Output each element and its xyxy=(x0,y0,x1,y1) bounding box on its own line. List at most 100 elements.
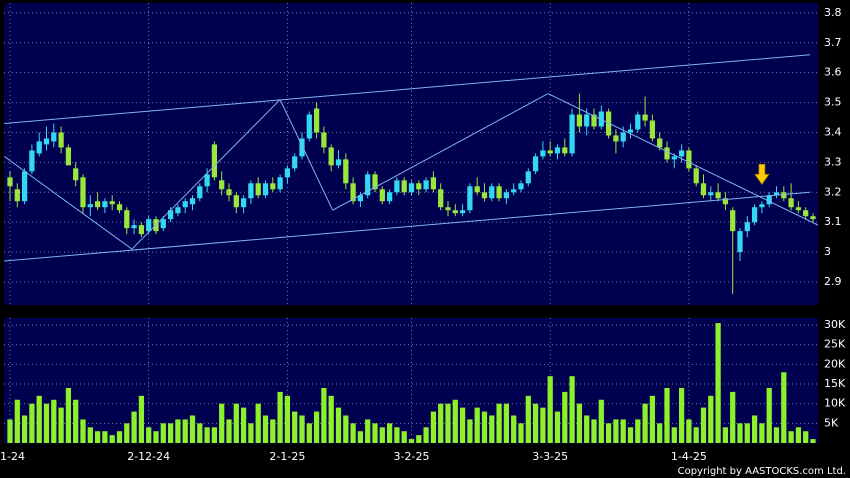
candle-body xyxy=(80,177,86,208)
candles xyxy=(7,93,816,294)
volume-bar xyxy=(489,415,495,443)
candle-body xyxy=(167,210,174,220)
candle-body xyxy=(503,192,510,199)
candle-body xyxy=(175,207,181,214)
volume-bar xyxy=(343,415,349,443)
candle-body xyxy=(357,195,364,202)
volume-bar xyxy=(240,407,247,443)
x-tick-label: 3-2-25 xyxy=(394,450,430,463)
candle-body xyxy=(766,195,772,205)
volume-bar xyxy=(7,419,13,443)
candle-body xyxy=(94,201,101,208)
candle-body xyxy=(335,159,342,166)
candle-body xyxy=(131,225,137,229)
candle-body xyxy=(160,219,166,229)
volume-bar xyxy=(146,427,152,443)
candle-body xyxy=(116,204,123,211)
candle-body xyxy=(138,225,145,235)
candle-body xyxy=(554,147,561,154)
volume-tick-label: 20K xyxy=(824,357,846,370)
candle-body xyxy=(102,201,108,208)
volume-bar xyxy=(773,427,780,443)
candle-body xyxy=(372,174,378,190)
volume-bar xyxy=(80,419,86,443)
volume-bar xyxy=(416,435,422,443)
candle-body xyxy=(525,171,531,184)
candle-body xyxy=(328,147,334,166)
volume-bar xyxy=(584,415,590,443)
candle-body xyxy=(58,132,64,148)
volume-bar xyxy=(408,439,415,443)
volume-bar xyxy=(124,423,130,443)
candle-body xyxy=(810,216,816,220)
volume-bar xyxy=(58,407,64,443)
candle-body xyxy=(29,150,35,172)
volume-bar xyxy=(737,423,743,443)
candle-body xyxy=(240,198,247,208)
volume-bar xyxy=(313,411,320,443)
volume-bar xyxy=(73,399,79,443)
volume-bar xyxy=(438,403,444,443)
labels: 2.9 3 3.1 3.2 3.3 3.4 3.5 3.6 3.7 3.8 5K 10K 15K 20K 2… xyxy=(0,6,846,463)
volume-bar xyxy=(262,415,269,443)
candle-body xyxy=(182,201,188,208)
trendline xyxy=(4,155,133,250)
volume-bar xyxy=(102,431,108,443)
volume-bar xyxy=(613,419,619,443)
marker-arrow xyxy=(754,163,770,185)
candle-body xyxy=(686,150,692,169)
candle-body xyxy=(313,108,320,133)
volume-bar xyxy=(525,395,531,443)
volume-bar xyxy=(700,407,707,443)
volume-bar xyxy=(131,411,137,443)
candle-body xyxy=(416,183,422,190)
candle-body xyxy=(459,210,466,214)
candle-body xyxy=(649,120,656,139)
candle-body xyxy=(657,138,663,148)
candle-body xyxy=(708,192,714,196)
volume-bars xyxy=(7,323,816,443)
volume-bar xyxy=(715,323,721,443)
volume-bar xyxy=(365,419,371,443)
volume-bar xyxy=(671,427,677,443)
volume-bar xyxy=(722,427,729,443)
volume-tick-label: 10K xyxy=(824,397,846,410)
volume-bar xyxy=(766,387,772,443)
candle-body xyxy=(43,138,50,145)
candle-body xyxy=(474,186,480,193)
volume-bar xyxy=(554,411,561,443)
volume-bar xyxy=(36,395,42,443)
volume-bar xyxy=(598,399,604,443)
volume-bar xyxy=(153,431,159,443)
volume-bar xyxy=(43,403,50,443)
trendline xyxy=(4,54,811,124)
volume-tick-label: 30K xyxy=(824,318,846,331)
volume-bar xyxy=(547,376,553,443)
volume-bar xyxy=(87,427,93,443)
volume-bar xyxy=(189,415,196,443)
candle-body xyxy=(467,186,473,211)
candle-body xyxy=(781,192,787,199)
volume-bar xyxy=(138,395,145,443)
candle-body xyxy=(562,147,568,154)
copyright: Copyright by AASTOCKS.com Ltd. xyxy=(678,466,846,477)
volume-bar xyxy=(642,403,648,443)
candle-body xyxy=(445,207,451,211)
volume-bar xyxy=(350,423,356,443)
volume-bar xyxy=(379,427,385,443)
volume-bar xyxy=(605,423,612,443)
x-tick-label: 1-24 xyxy=(0,450,25,463)
volume-bar xyxy=(803,431,809,443)
candle-body xyxy=(532,156,539,172)
volume-bar xyxy=(226,419,232,443)
volume-bar xyxy=(810,439,816,443)
volume-bar xyxy=(255,403,261,443)
y-tick-label: 3.5 xyxy=(824,96,842,109)
volume-bar xyxy=(277,391,283,443)
candle-body xyxy=(109,201,115,205)
volume-bar xyxy=(452,399,458,443)
candle-body xyxy=(343,159,349,184)
volume-bar xyxy=(649,395,656,443)
trendline xyxy=(547,93,818,226)
